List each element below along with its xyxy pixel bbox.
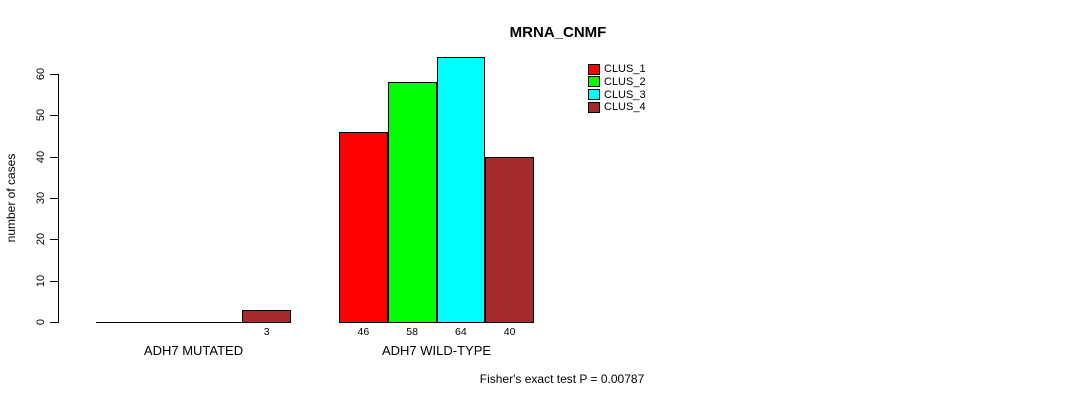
fisher-test-note: Fisher's exact test P = 0.00787 xyxy=(479,372,645,386)
group-label-adh7-mutated: ADH7 MUTATED xyxy=(143,343,244,358)
y-tick xyxy=(50,156,58,158)
bar-clus-2-adh7-mutated xyxy=(144,322,195,323)
y-tick-label: 40 xyxy=(35,150,47,163)
y-axis-title: number of cases xyxy=(4,153,18,243)
y-tick xyxy=(50,239,58,241)
bar-clus-1-adh7-wild-type xyxy=(339,131,388,323)
bar-clus-1-adh7-mutated xyxy=(96,322,146,323)
legend-swatch-icon xyxy=(588,89,600,101)
y-tick xyxy=(50,280,58,282)
legend-item-clus-3: CLUS_3 xyxy=(588,88,646,101)
y-axis-line xyxy=(58,74,59,323)
bar-value-label: 3 xyxy=(263,326,270,338)
legend-item-label: CLUS_3 xyxy=(604,88,646,101)
legend-item-label: CLUS_4 xyxy=(604,101,646,114)
y-tick-label: 20 xyxy=(35,233,47,246)
bar-clus-4-adh7-mutated xyxy=(242,309,291,323)
legend-swatch-icon xyxy=(588,101,600,113)
group-label-adh7-wild-type: ADH7 WILD-TYPE xyxy=(381,343,492,358)
legend-item-clus-2: CLUS_2 xyxy=(588,76,646,89)
legend-item-label: CLUS_1 xyxy=(604,63,646,76)
legend-item-clus-4: CLUS_4 xyxy=(588,101,646,114)
legend-item-clus-1: CLUS_1 xyxy=(588,63,646,76)
y-tick xyxy=(50,115,58,117)
legend-swatch-icon xyxy=(588,76,600,88)
bar-value-label: 64 xyxy=(455,326,467,338)
legend: CLUS_1 CLUS_2 CLUS_3 CLUS_4 xyxy=(588,63,646,114)
y-tick-label: 10 xyxy=(35,274,47,287)
y-tick-label: 0 xyxy=(35,318,47,326)
y-tick xyxy=(50,322,58,323)
y-tick-label: 30 xyxy=(35,191,47,205)
bar-clus-2-adh7-wild-type xyxy=(387,82,437,323)
legend-item-label: CLUS_2 xyxy=(604,75,646,88)
bar-clus-4-adh7-wild-type xyxy=(485,156,534,323)
bar-clus-3-adh7-wild-type xyxy=(436,57,486,323)
chart-title: MRNA_CNMF xyxy=(509,24,607,41)
bar-value-label: 58 xyxy=(406,326,418,338)
legend-swatch-icon xyxy=(588,63,600,75)
y-tick-label: 60 xyxy=(35,67,47,81)
bar-value-label: 46 xyxy=(357,326,370,338)
y-tick-label: 50 xyxy=(35,109,47,122)
y-tick xyxy=(50,198,58,199)
bar-value-label: 40 xyxy=(503,326,516,338)
bar-clus-3-adh7-mutated xyxy=(193,322,244,323)
y-tick xyxy=(50,74,58,75)
